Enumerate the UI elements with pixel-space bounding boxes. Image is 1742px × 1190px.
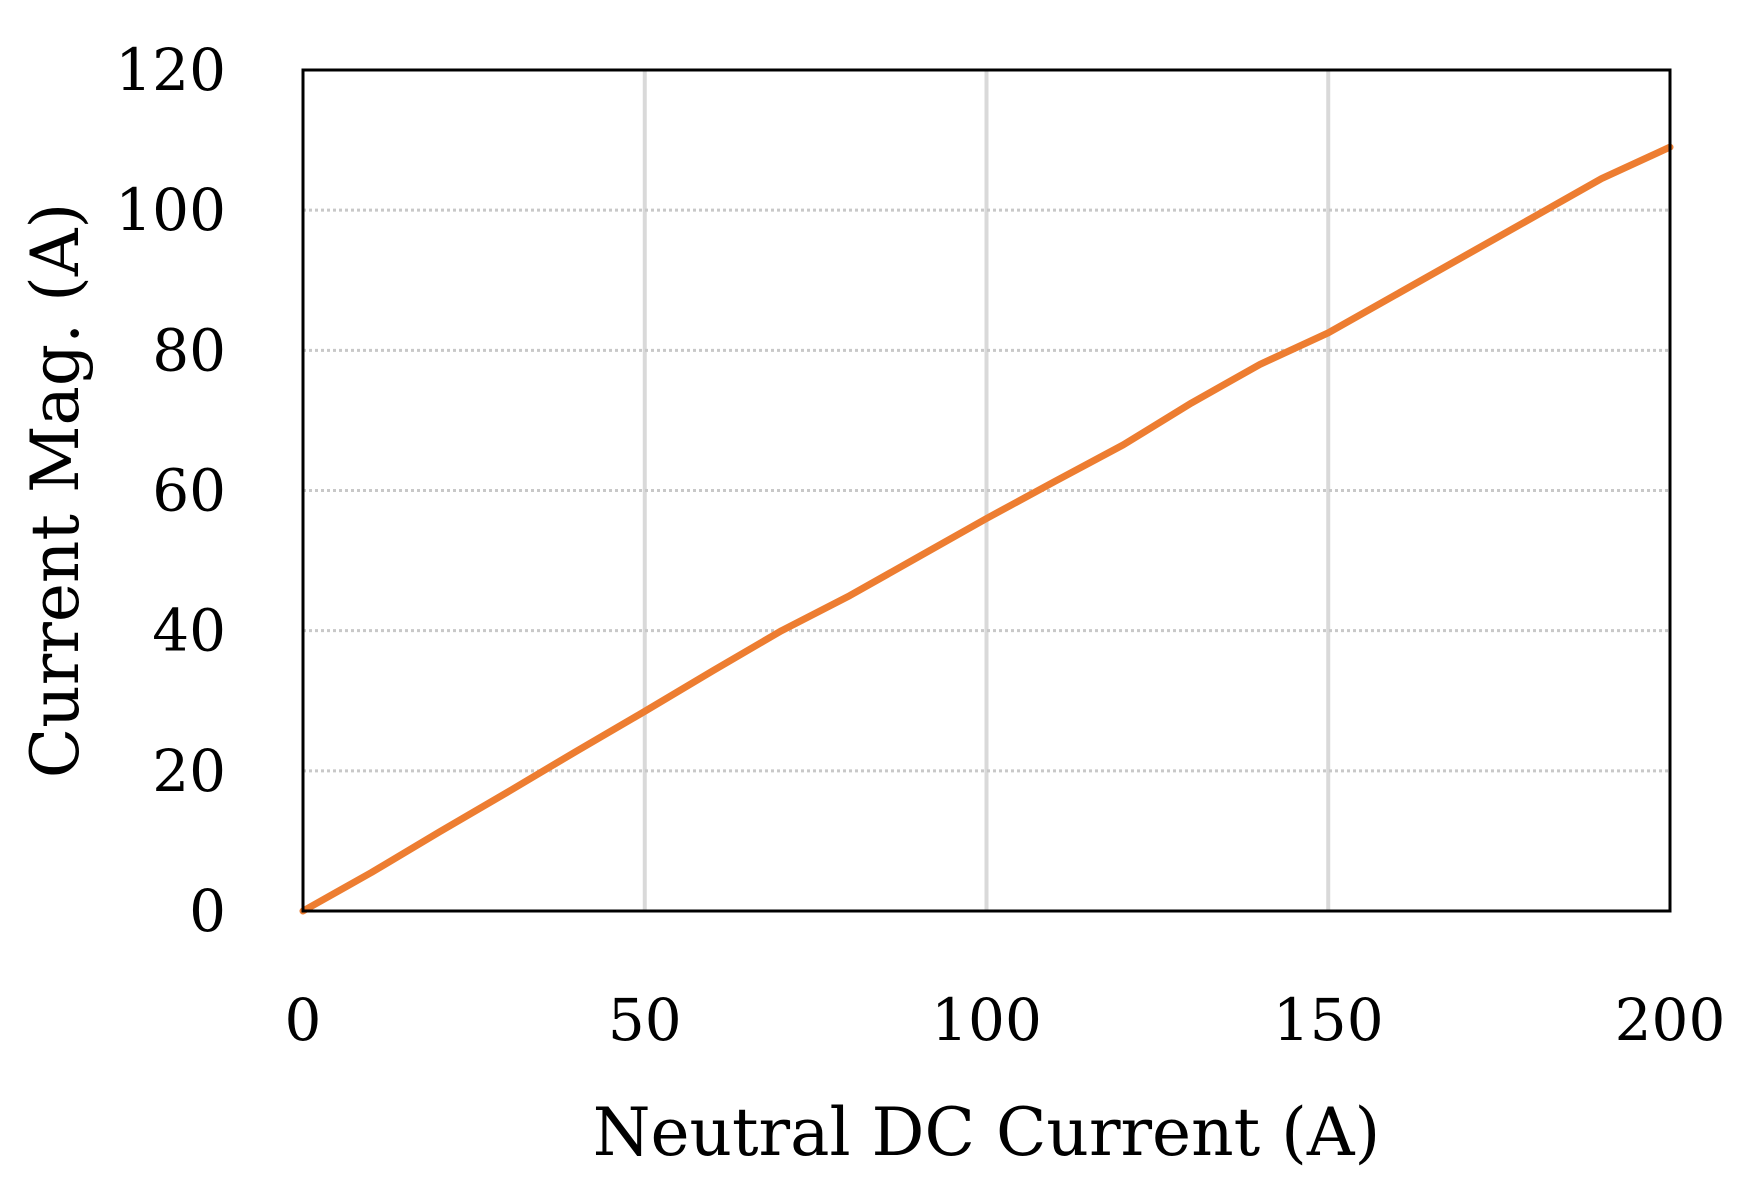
x-tick-label: 150 <box>1273 986 1384 1054</box>
y-axis-title: Current Mag. (A) <box>17 203 94 778</box>
y-tick-label: 60 <box>152 457 226 525</box>
x-tick-label: 0 <box>285 986 322 1054</box>
x-axis-title: Neutral DC Current (A) <box>593 1094 1381 1171</box>
series-layer <box>299 143 1674 915</box>
x-tick-label: 200 <box>1615 986 1726 1054</box>
gridlines <box>303 70 1670 911</box>
y-tick-label: 40 <box>152 597 226 665</box>
y-tick-label: 0 <box>189 877 226 945</box>
x-tick-label: 100 <box>931 986 1042 1054</box>
x-tick-label: 50 <box>608 986 682 1054</box>
y-tick-label: 20 <box>152 737 226 805</box>
y-axis-ticks: 0 20 40 60 80 100 120 <box>115 36 226 945</box>
y-tick-label: 100 <box>115 176 226 244</box>
series-line-0 <box>299 143 1674 915</box>
y-tick-label: 120 <box>115 36 226 104</box>
plot-area-frame <box>301 68 1672 913</box>
y-tick-label: 80 <box>152 316 226 384</box>
x-axis-ticks: 0 50 100 150 200 <box>285 986 1726 1054</box>
